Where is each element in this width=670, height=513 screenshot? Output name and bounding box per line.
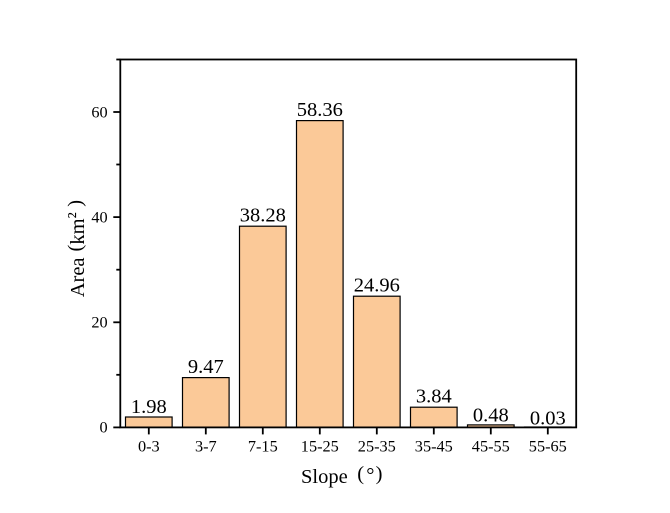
- svg-text:0.48: 0.48: [473, 404, 509, 426]
- svg-text:7-15: 7-15: [248, 437, 278, 456]
- svg-text:15-25: 15-25: [301, 437, 339, 456]
- svg-text:35-45: 35-45: [415, 437, 453, 456]
- svg-text:1.98: 1.98: [131, 396, 167, 418]
- svg-text:Slope(°): Slope(°): [301, 463, 382, 488]
- svg-text:20: 20: [91, 313, 107, 332]
- svg-text:58.36: 58.36: [297, 99, 343, 121]
- svg-text:0: 0: [99, 418, 107, 437]
- svg-text:55-65: 55-65: [529, 437, 567, 456]
- svg-text:Area(km²): Area(km²): [65, 200, 90, 297]
- svg-text:3-7: 3-7: [195, 437, 217, 456]
- svg-text:25-35: 25-35: [358, 437, 396, 456]
- svg-text:40: 40: [91, 207, 107, 226]
- svg-text:0.03: 0.03: [530, 407, 566, 429]
- svg-text:60: 60: [91, 102, 107, 121]
- svg-text:45-55: 45-55: [472, 437, 510, 456]
- svg-text:24.96: 24.96: [354, 275, 400, 297]
- svg-text:38.28: 38.28: [240, 205, 286, 227]
- svg-text:0-3: 0-3: [138, 437, 160, 456]
- svg-text:9.47: 9.47: [188, 356, 224, 378]
- svg-text:3.84: 3.84: [416, 386, 452, 408]
